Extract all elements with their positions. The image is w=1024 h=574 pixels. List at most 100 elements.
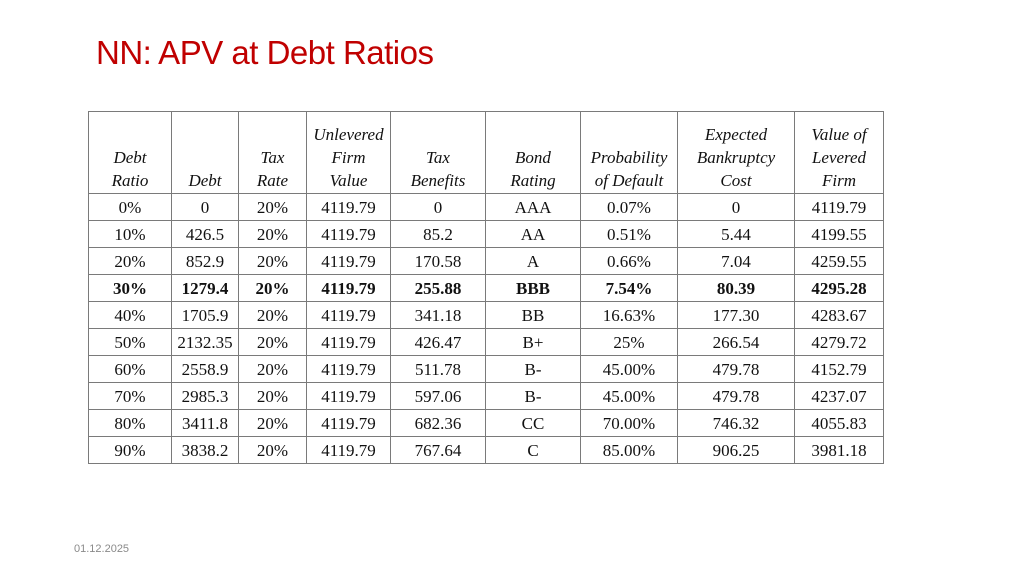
cell-value-of-levered-firm: 4283.67	[794, 301, 884, 329]
cell-expected-bankruptcy-cost: 0	[677, 193, 795, 221]
cell-tax-rate: 20%	[238, 328, 307, 356]
cell-debt-ratio: 50%	[88, 328, 172, 356]
cell-bond-rating: CC	[485, 409, 581, 437]
cell-value-of-levered-firm: 3981.18	[794, 436, 884, 464]
cell-tax-rate: 20%	[238, 193, 307, 221]
table-row: 20% 852.9 20% 4119.79 170.58 A 0.66% 7.04 4259.5…	[88, 247, 884, 275]
cell-value-of-levered-firm: 4055.83	[794, 409, 884, 437]
cell-tax-benefits: 170.58	[390, 247, 486, 275]
cell-expected-bankruptcy-cost: 7.04	[677, 247, 795, 275]
cell-tax-benefits: 426.47	[390, 328, 486, 356]
cell-probability-of-default: 85.00%	[580, 436, 678, 464]
cell-unlevered-firm-value: 4119.79	[306, 274, 391, 302]
cell-probability-of-default: 70.00%	[580, 409, 678, 437]
cell-bond-rating: B+	[485, 328, 581, 356]
cell-unlevered-firm-value: 4119.79	[306, 409, 391, 437]
header-expected-bankruptcy-cost: Expected Bankruptcy Cost	[677, 111, 795, 194]
table-header-row: Debt Ratio Debt Tax Rate Unlevered Firm Valu…	[88, 111, 884, 194]
cell-tax-rate: 20%	[238, 247, 307, 275]
cell-unlevered-firm-value: 4119.79	[306, 301, 391, 329]
cell-probability-of-default: 7.54%	[580, 274, 678, 302]
cell-tax-benefits: 597.06	[390, 382, 486, 410]
cell-unlevered-firm-value: 4119.79	[306, 220, 391, 248]
cell-unlevered-firm-value: 4119.79	[306, 247, 391, 275]
cell-unlevered-firm-value: 4119.79	[306, 328, 391, 356]
header-debt-ratio: Debt Ratio	[88, 111, 172, 194]
header-unlevered-firm-value: Unlevered Firm Value	[306, 111, 391, 194]
cell-debt: 3838.2	[171, 436, 239, 464]
cell-expected-bankruptcy-cost: 266.54	[677, 328, 795, 356]
cell-debt-ratio: 60%	[88, 355, 172, 383]
cell-debt-ratio: 30%	[88, 274, 172, 302]
apv-table: Debt Ratio Debt Tax Rate Unlevered Firm Valu…	[88, 111, 884, 464]
cell-tax-rate: 20%	[238, 220, 307, 248]
cell-debt: 2558.9	[171, 355, 239, 383]
cell-tax-rate: 20%	[238, 301, 307, 329]
cell-expected-bankruptcy-cost: 746.32	[677, 409, 795, 437]
cell-debt: 2132.35	[171, 328, 239, 356]
cell-bond-rating: B-	[485, 382, 581, 410]
cell-expected-bankruptcy-cost: 906.25	[677, 436, 795, 464]
cell-value-of-levered-firm: 4279.72	[794, 328, 884, 356]
table-row: 10% 426.5 20% 4119.79 85.2 AA 0.51% 5.44 4199.55	[88, 220, 884, 248]
table-row: 70% 2985.3 20% 4119.79 597.06 B- 45.00% 479.78 4…	[88, 382, 884, 410]
cell-debt-ratio: 90%	[88, 436, 172, 464]
cell-probability-of-default: 16.63%	[580, 301, 678, 329]
cell-debt: 1705.9	[171, 301, 239, 329]
table-body: 0% 0 20% 4119.79 0 AAA 0.07% 0 4119.79 10% 426.5 20…	[88, 193, 884, 464]
cell-tax-rate: 20%	[238, 355, 307, 383]
cell-expected-bankruptcy-cost: 80.39	[677, 274, 795, 302]
cell-tax-benefits: 85.2	[390, 220, 486, 248]
cell-value-of-levered-firm: 4119.79	[794, 193, 884, 221]
cell-debt: 0	[171, 193, 239, 221]
cell-value-of-levered-firm: 4295.28	[794, 274, 884, 302]
cell-expected-bankruptcy-cost: 479.78	[677, 355, 795, 383]
cell-tax-rate: 20%	[238, 274, 307, 302]
cell-value-of-levered-firm: 4237.07	[794, 382, 884, 410]
cell-probability-of-default: 25%	[580, 328, 678, 356]
cell-unlevered-firm-value: 4119.79	[306, 436, 391, 464]
table-row: 80% 3411.8 20% 4119.79 682.36 CC 70.00% 746.32 4…	[88, 409, 884, 437]
cell-debt: 852.9	[171, 247, 239, 275]
cell-debt-ratio: 40%	[88, 301, 172, 329]
slide-title: NN: APV at Debt Ratios	[96, 34, 434, 71]
table-row: 90% 3838.2 20% 4119.79 767.64 C 85.00% 906.25 39…	[88, 436, 884, 464]
header-debt: Debt	[171, 111, 239, 194]
cell-value-of-levered-firm: 4152.79	[794, 355, 884, 383]
table-row: 30% 1279.4 20% 4119.79 255.88 BBB 7.54% 80.39 42…	[88, 274, 884, 302]
cell-expected-bankruptcy-cost: 5.44	[677, 220, 795, 248]
cell-probability-of-default: 0.07%	[580, 193, 678, 221]
table-row: 40% 1705.9 20% 4119.79 341.18 BB 16.63% 177.30 4…	[88, 301, 884, 329]
cell-bond-rating: A	[485, 247, 581, 275]
cell-expected-bankruptcy-cost: 479.78	[677, 382, 795, 410]
cell-tax-benefits: 682.36	[390, 409, 486, 437]
cell-debt: 426.5	[171, 220, 239, 248]
cell-bond-rating: AAA	[485, 193, 581, 221]
cell-probability-of-default: 45.00%	[580, 382, 678, 410]
cell-tax-benefits: 0	[390, 193, 486, 221]
cell-value-of-levered-firm: 4259.55	[794, 247, 884, 275]
cell-value-of-levered-firm: 4199.55	[794, 220, 884, 248]
cell-expected-bankruptcy-cost: 177.30	[677, 301, 795, 329]
cell-tax-rate: 20%	[238, 436, 307, 464]
cell-unlevered-firm-value: 4119.79	[306, 355, 391, 383]
cell-debt-ratio: 20%	[88, 247, 172, 275]
cell-bond-rating: C	[485, 436, 581, 464]
header-value-of-levered-firm: Value of Levered Firm	[794, 111, 884, 194]
cell-debt-ratio: 0%	[88, 193, 172, 221]
cell-bond-rating: B-	[485, 355, 581, 383]
header-tax-rate: Tax Rate	[238, 111, 307, 194]
cell-probability-of-default: 45.00%	[580, 355, 678, 383]
header-bond-rating: Bond Rating	[485, 111, 581, 194]
cell-debt-ratio: 70%	[88, 382, 172, 410]
footer-date: 01.12.2025	[74, 543, 130, 555]
cell-bond-rating: AA	[485, 220, 581, 248]
cell-debt: 2985.3	[171, 382, 239, 410]
cell-unlevered-firm-value: 4119.79	[306, 382, 391, 410]
cell-tax-benefits: 255.88	[390, 274, 486, 302]
cell-debt-ratio: 10%	[88, 220, 172, 248]
table-row: 0% 0 20% 4119.79 0 AAA 0.07% 0 4119.79	[88, 193, 884, 221]
cell-debt: 1279.4	[171, 274, 239, 302]
cell-tax-benefits: 767.64	[390, 436, 486, 464]
cell-bond-rating: BB	[485, 301, 581, 329]
